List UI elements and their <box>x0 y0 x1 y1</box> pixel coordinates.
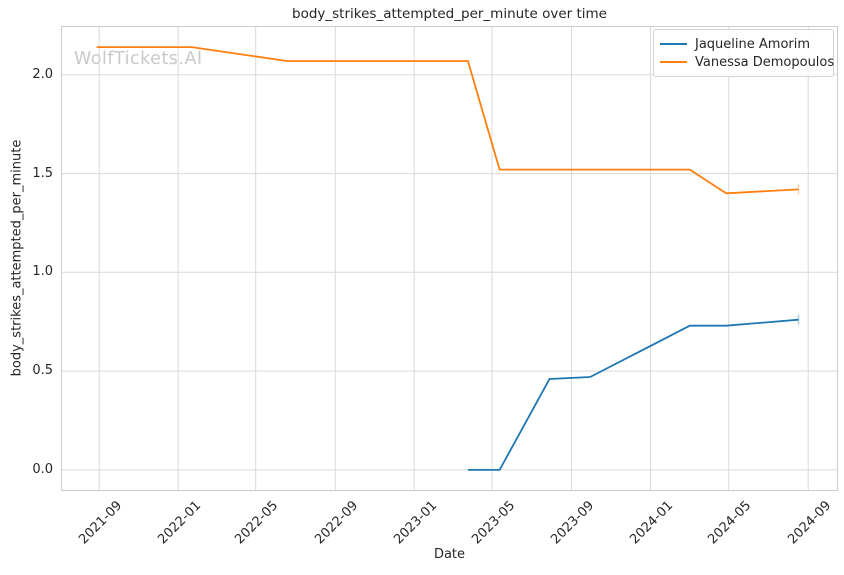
series-line-jaqueline-amorim <box>467 318 799 471</box>
legend-label: Vanessa Demopoulos <box>695 54 835 70</box>
x-axis-label: Date <box>433 547 466 562</box>
legend-label: Jaqueline Amorim <box>695 36 811 52</box>
x-tick-label: 2023-01 <box>391 498 441 548</box>
legend-line-swatch-orange <box>660 61 687 63</box>
plot-border <box>61 26 838 491</box>
y-tick-label: 0.0 <box>32 461 53 477</box>
series-line-vanessa-demopoulos <box>96 46 799 195</box>
x-tick-label: 2022-05 <box>232 498 282 548</box>
legend-item-vanessa-demopoulos: Vanessa Demopoulos <box>660 54 834 70</box>
chart-title: body_strikes_attempted_per_minute over t… <box>292 6 607 22</box>
x-tick-label: 2024-05 <box>705 498 755 548</box>
x-tick-label: 2024-01 <box>627 498 677 548</box>
legend-item-jaqueline-amorim: Jaqueline Amorim <box>660 36 827 52</box>
watermark: WolfTickets.AI <box>74 49 203 69</box>
plot-area <box>61 26 838 491</box>
legend: Jaqueline Amorim Vanessa Demopoulos <box>653 29 834 77</box>
x-tick-label: 2024-09 <box>785 498 835 548</box>
y-tick-label: 1.5 <box>32 165 53 181</box>
x-tick-label: 2022-01 <box>154 498 205 548</box>
y-tick-label: 2.0 <box>32 66 53 82</box>
x-tick-label: 2021-09 <box>76 498 126 548</box>
x-tick-label: 2023-09 <box>548 498 598 548</box>
x-tick-label: 2022-09 <box>312 498 362 548</box>
x-tick-label: 2023-05 <box>468 498 518 548</box>
y-tick-label: 1.0 <box>32 264 53 280</box>
legend-line-swatch-blue <box>660 43 687 45</box>
y-tick-label: 0.5 <box>32 363 53 379</box>
